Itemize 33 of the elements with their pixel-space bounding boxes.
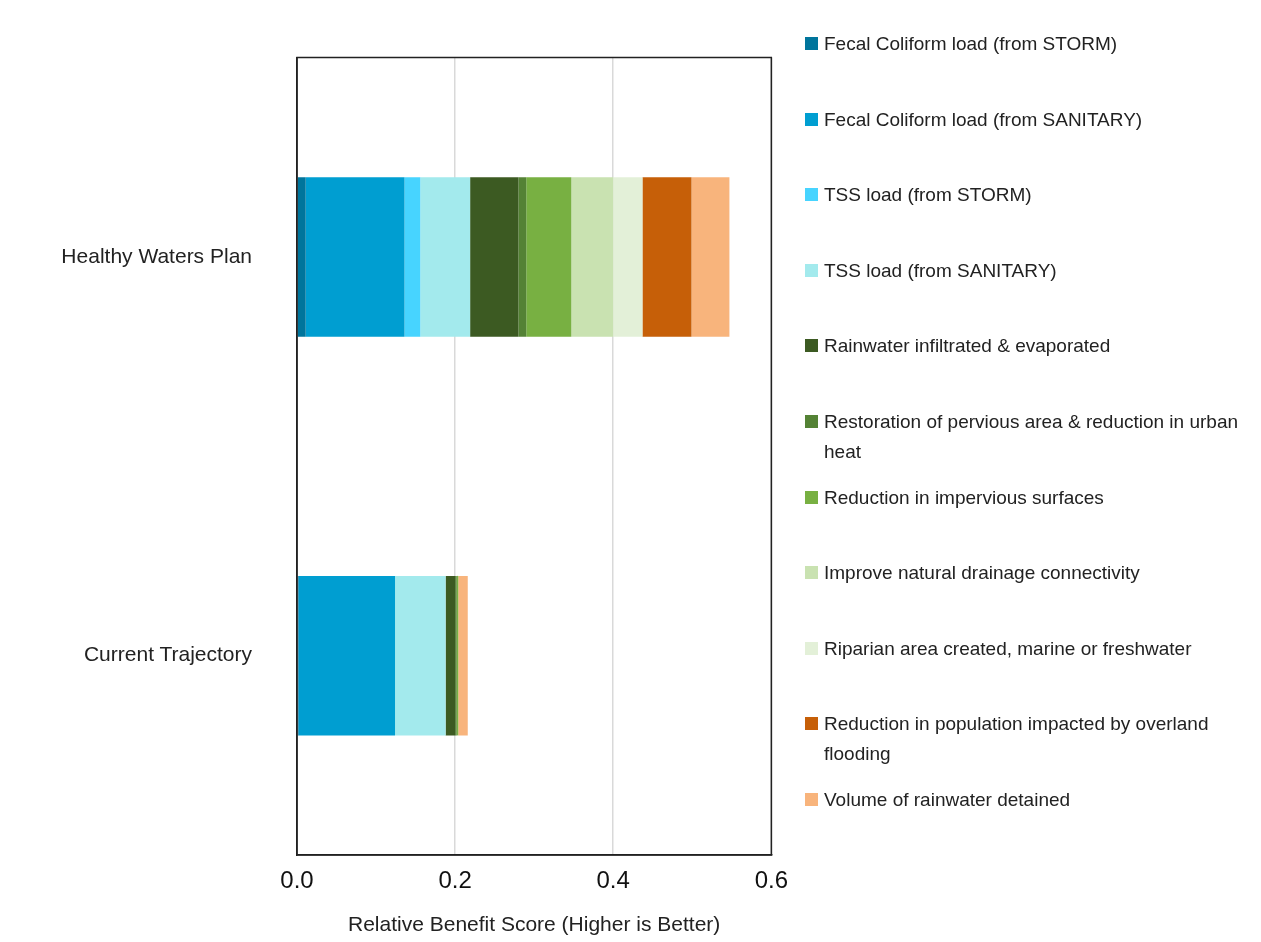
- bar: [305, 177, 405, 337]
- x-tick-label: 0.0: [280, 866, 314, 894]
- legend-label: Improve natural drainage connectivity: [824, 561, 1141, 586]
- bar: [420, 177, 471, 337]
- legend-label: Reduction in impervious surfaces: [824, 485, 1105, 510]
- bar: [458, 575, 468, 736]
- bar: [518, 177, 527, 337]
- bar: [691, 177, 730, 337]
- legend-label: Riparian area created, marine or freshwater: [824, 636, 1193, 661]
- x-tick-label: 0.4: [596, 866, 630, 894]
- legend-label: TSS load (from SANITARY): [824, 258, 1058, 283]
- x-axis-title: Relative Benefit Score (Higher is Better): [348, 912, 721, 936]
- legend-label: Fecal Coliform load (from SANITARY): [824, 107, 1144, 132]
- bar: [404, 177, 421, 337]
- bar: [395, 575, 446, 736]
- y-tick-label: Healthy Waters Plan: [61, 243, 252, 267]
- legend-label: Rainwater infiltrated & evaporated: [824, 334, 1112, 359]
- bar: [445, 575, 456, 736]
- x-tick-label: 0.2: [438, 866, 472, 894]
- bar: [470, 177, 519, 337]
- legend-label: TSS load (from STORM): [824, 183, 1033, 208]
- bar: [571, 177, 614, 337]
- legend-label: Volume of rainwater detained: [824, 788, 1072, 812]
- bar: [298, 575, 396, 736]
- y-tick-label: Current Trajectory: [83, 642, 253, 666]
- legend-label: Reduction in population impacted by overland flooding: [824, 712, 1210, 767]
- bar: [642, 177, 692, 337]
- bar: [613, 177, 643, 337]
- bar: [526, 177, 572, 337]
- x-tick-label: 0.6: [754, 866, 789, 894]
- bar: [297, 177, 306, 337]
- legend-label: Fecal Coliform load (from STORM): [824, 32, 1119, 56]
- legend-label: Restoration of pervious area & reduction in urban heat: [824, 410, 1240, 464]
